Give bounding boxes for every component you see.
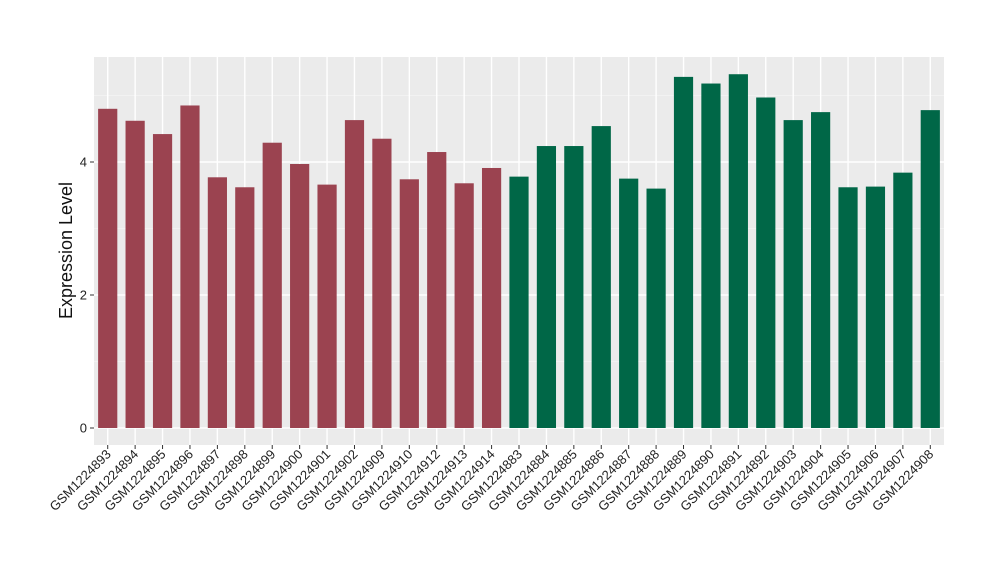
bar-GSM1224891 [728,74,748,428]
bar-GSM1224898 [235,187,255,428]
bar-GSM1224884 [536,146,557,429]
y-tick-label: 0 [80,421,87,436]
bar-GSM1224885 [564,146,584,429]
bar-GSM1224887 [619,178,639,428]
bar-GSM1224901 [317,184,337,428]
x-axis: GSM1224893GSM1224894GSM1224895GSM1224896… [46,445,936,514]
bar-GSM1224893 [98,108,118,429]
bar-GSM1224907 [893,172,913,428]
bar-GSM1224897 [207,177,227,428]
bar-GSM1224888 [646,188,666,428]
bar-GSM1224903 [783,120,803,428]
bars [98,74,940,429]
bar-GSM1224902 [344,120,365,428]
bar-GSM1224904 [811,112,831,428]
y-axis: 0 2 4 [80,155,94,436]
bar-GSM1224892 [756,97,776,429]
bar-GSM1224910 [399,179,419,428]
bar-GSM1224909 [372,138,392,428]
bar-GSM1224883 [509,176,529,428]
y-tick-label: 4 [80,155,87,170]
bar-GSM1224913 [454,183,474,428]
y-axis-title: Expression Level [56,182,76,319]
bar-GSM1224890 [701,83,721,428]
bar-GSM1224905 [838,187,858,428]
bar-GSM1224886 [591,126,611,428]
bar-GSM1224908 [920,110,940,428]
bar-GSM1224914 [481,167,502,429]
bar-GSM1224912 [427,152,447,428]
bar-GSM1224889 [673,76,694,428]
bar-GSM1224906 [865,186,886,428]
bar-GSM1224899 [262,142,282,428]
bar-GSM1224896 [180,105,200,428]
bar-GSM1224894 [125,120,145,429]
bar-GSM1224900 [290,163,310,428]
y-tick-label: 2 [80,288,87,303]
bar-GSM1224895 [152,134,173,428]
